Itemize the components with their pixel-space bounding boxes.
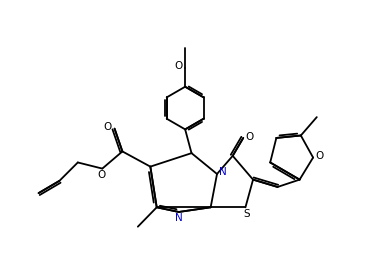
Text: O: O xyxy=(97,170,105,180)
Text: O: O xyxy=(103,122,112,133)
Text: S: S xyxy=(243,209,250,219)
Text: N: N xyxy=(175,213,183,223)
Text: O: O xyxy=(245,132,254,142)
Text: N: N xyxy=(218,167,226,177)
Text: O: O xyxy=(316,151,324,161)
Text: O: O xyxy=(174,62,183,71)
